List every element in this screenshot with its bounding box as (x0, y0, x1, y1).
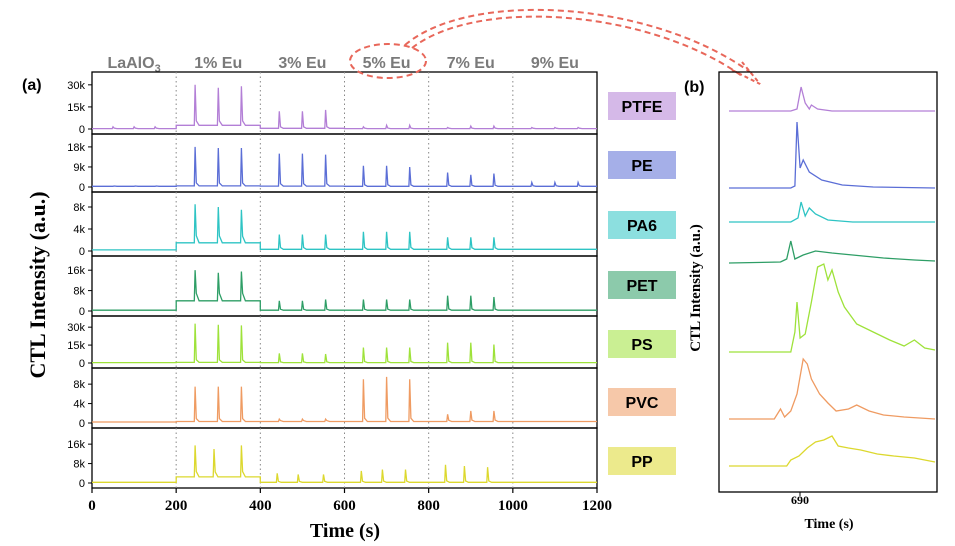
segment-subscript: 3 (155, 63, 161, 75)
ytick-label: 0 (79, 478, 85, 490)
subplot-pvc: 0 4k 8k (73, 367, 598, 430)
xtick-label: 600 (333, 498, 356, 514)
ytick-label: 15k (67, 340, 85, 352)
highlight-arrow-path-2 (411, 15, 743, 77)
panel-b-plot: 690 (718, 71, 938, 507)
panel-a: (a) CTL Intensity (a.u.) Time (s) LaAlO3… (22, 55, 676, 542)
legend-label-pvc: PVC (626, 395, 659, 412)
legend-label-ptfe: PTFE (622, 99, 663, 116)
legend-swatch-pvc (608, 388, 676, 416)
ytick-label: 18k (67, 142, 85, 154)
trace-pp (729, 435, 936, 467)
segment-label: 3% Eu (278, 55, 326, 72)
xtick-label: 1200 (582, 498, 612, 514)
ytick-label: 8k (73, 379, 85, 391)
highlight-arrow-head (731, 61, 761, 85)
panel-a-label: (a) (22, 77, 42, 94)
series-line-ptfe (92, 84, 597, 130)
legend-label-pp: PP (631, 454, 653, 471)
x-axis-a: 0 200 400 600 800 1000 1200 (88, 488, 612, 514)
highlight-callout (349, 8, 761, 85)
ytick-label: 16k (67, 439, 85, 451)
legend-label-pa6: PA6 (627, 218, 657, 235)
series-line-ps (92, 323, 597, 364)
series-line-pet (92, 270, 597, 311)
ytick-label: 8k (73, 286, 85, 298)
subplot-ptfe: 0 15k 30k (67, 71, 598, 136)
legend-swatch-ptfe (608, 92, 676, 120)
segment-label: LaAlO3 (107, 55, 160, 75)
panel-b-xtick-label: 690 (791, 493, 809, 507)
legend-swatch-pe (608, 151, 676, 179)
trace-ptfe (729, 86, 935, 112)
ytick-label: 0 (79, 418, 85, 430)
ytick-label: 30k (67, 322, 85, 334)
legend-swatch-pa6 (608, 211, 676, 239)
highlight-arrow-path (404, 8, 751, 73)
subplot-frame (91, 133, 598, 193)
subplots: 0 15k 30k 0 9k 18k 0 4k 8k 0 8k 16k 0 15k 30k 0 4k 8k 0 8k 1… (67, 71, 598, 490)
subplot-frame (91, 315, 598, 369)
legend: PTFE PE PA6 PET PS PVC PP (608, 92, 676, 475)
trace-pvc (729, 357, 936, 420)
subplot-ps: 0 15k 30k (67, 315, 598, 370)
xtick-label: 200 (165, 498, 188, 514)
segment-label: 7% Eu (447, 55, 495, 72)
ytick-label: 0 (79, 246, 85, 258)
segment-label: 5% Eu (363, 55, 411, 72)
ytick-label: 0 (79, 306, 85, 318)
segment-label: 9% Eu (531, 55, 579, 72)
ytick-label: 0 (79, 124, 85, 136)
panel-a-xlabel: Time (s) (310, 520, 380, 542)
legend-label-pe: PE (631, 158, 653, 175)
ytick-label: 8k (73, 202, 85, 214)
ytick-label: 30k (67, 80, 85, 92)
segment-labels: LaAlO3 1% Eu 3% Eu 5% Eu 7% Eu 9% Eu (107, 55, 578, 75)
panel-a-ylabel: CTL Intensity (a.u.) (25, 191, 50, 378)
ytick-label: 4k (73, 399, 85, 411)
highlight-ellipse (349, 43, 427, 79)
legend-swatch-pp (608, 447, 676, 475)
subplot-pa6: 0 4k 8k (73, 191, 598, 258)
subplot-pet: 0 8k 16k (67, 255, 598, 318)
subplot-pp: 0 8k 16k (67, 427, 598, 490)
panel-b: (b) CTL Intensity (a.u.) Time (s) 690 (684, 71, 938, 532)
legend-label-ps: PS (631, 337, 653, 354)
panel-b-label: (b) (684, 79, 704, 96)
trace-ps (729, 263, 936, 353)
ytick-label: 15k (67, 102, 85, 114)
legend-label-pet: PET (626, 278, 657, 295)
series-line-pp (92, 445, 597, 483)
panel-b-frame (718, 71, 938, 493)
trace-pe (729, 121, 936, 189)
xtick-label: 1000 (498, 498, 528, 514)
xtick-label: 800 (417, 498, 440, 514)
ytick-label: 8k (73, 459, 85, 471)
ytick-label: 0 (79, 182, 85, 194)
trace-pet (728, 240, 936, 264)
series-line-pe (92, 146, 597, 187)
legend-swatch-pet (608, 271, 676, 299)
ytick-label: 0 (79, 358, 85, 370)
xtick-label: 0 (88, 498, 96, 514)
panel-b-ylabel: CTL Intensity (a.u.) (688, 224, 704, 352)
legend-swatch-ps (608, 330, 676, 358)
segment-label: 1% Eu (194, 55, 242, 72)
ytick-label: 16k (67, 265, 85, 277)
series-line-pvc (92, 376, 597, 423)
subplot-pe: 0 9k 18k (67, 133, 598, 194)
ytick-label: 4k (73, 224, 85, 236)
panel-b-xlabel: Time (s) (804, 517, 853, 532)
series-line-pa6 (92, 204, 597, 251)
trace-pa6 (729, 201, 935, 223)
ytick-label: 9k (73, 162, 85, 174)
xtick-label: 400 (249, 498, 272, 514)
